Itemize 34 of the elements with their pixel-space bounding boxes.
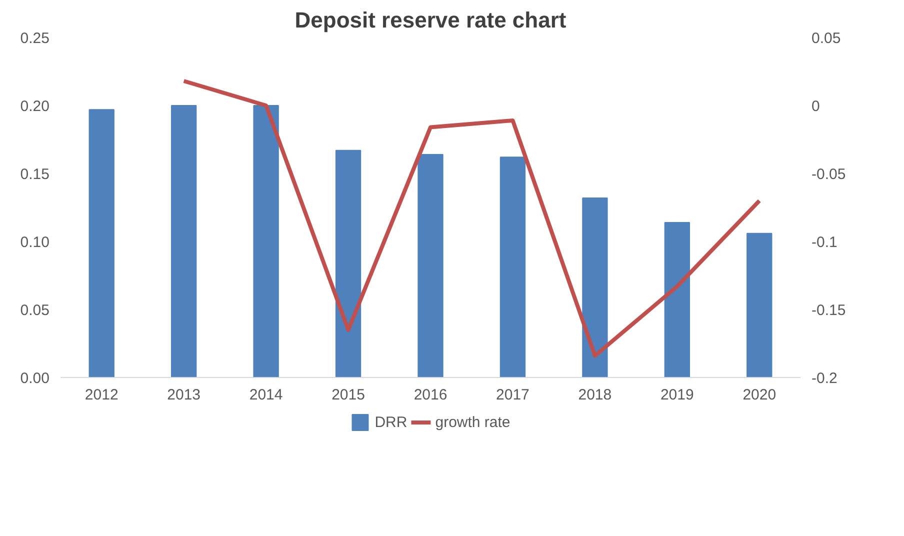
y2-tick-label: -0.1 xyxy=(812,234,838,251)
y-tick-label: 0.20 xyxy=(20,98,50,115)
y-tick-label: 0.05 xyxy=(20,302,50,319)
x-tick-label: 2019 xyxy=(660,386,694,404)
bar xyxy=(253,105,279,378)
bar xyxy=(746,232,772,378)
x-tick-label: 2015 xyxy=(332,386,365,404)
y-tick-label: 0.25 xyxy=(20,30,50,47)
bar xyxy=(335,150,362,378)
line-series xyxy=(182,79,762,358)
y2-tick-label: -0.15 xyxy=(812,302,846,319)
bar xyxy=(171,105,197,378)
y2-tick-label: -0.05 xyxy=(812,166,846,183)
x-tick-label: 2016 xyxy=(414,386,448,404)
x-tick-label: 2013 xyxy=(167,386,201,404)
y2-tick-label: 0 xyxy=(812,98,820,115)
legend-label: growth rate xyxy=(435,414,510,430)
x-tick-label: 2012 xyxy=(84,386,118,404)
bar xyxy=(88,109,114,378)
y-tick-label: 0.00 xyxy=(20,370,50,387)
x-tick-label: 2018 xyxy=(578,386,612,404)
x-tick-label: 2017 xyxy=(496,386,530,404)
bar xyxy=(664,222,690,378)
legend-label: DRR xyxy=(374,414,408,430)
bar xyxy=(500,156,526,378)
chart-title: Deposit reserve rate chart xyxy=(294,8,567,32)
x-tick-label: 2020 xyxy=(742,386,776,404)
x-tick-label: 2014 xyxy=(249,386,283,404)
y-tick-label: 0.10 xyxy=(20,234,50,251)
y-tick-label: 0.15 xyxy=(20,166,50,183)
y2-tick-label: 0.05 xyxy=(812,30,841,47)
bar xyxy=(582,197,608,378)
bar xyxy=(418,154,444,378)
y2-tick-label: -0.2 xyxy=(812,370,838,387)
